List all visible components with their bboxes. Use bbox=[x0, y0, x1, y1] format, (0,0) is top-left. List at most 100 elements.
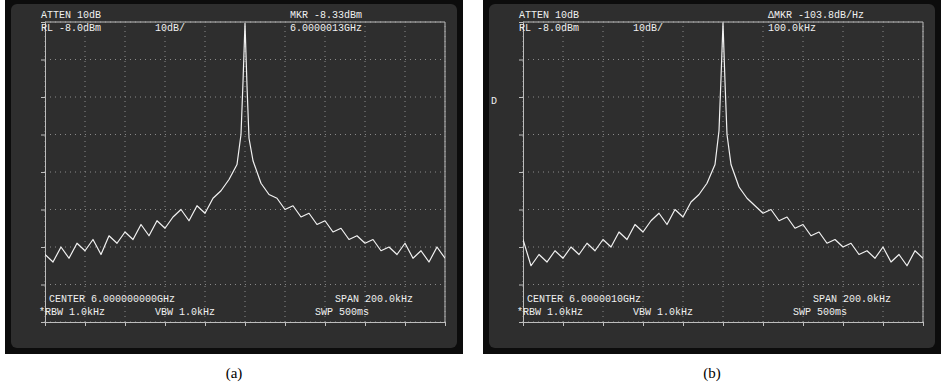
grid-line bbox=[523, 209, 923, 210]
y-axis bbox=[41, 23, 46, 323]
tick-mark bbox=[41, 97, 45, 98]
tick bbox=[365, 322, 366, 326]
tick bbox=[603, 322, 604, 326]
tick-mark bbox=[125, 322, 126, 326]
y-axis bbox=[519, 23, 524, 323]
panel: ATTEN 10dBRL -8.0dBm10dB/MKR -8.33dBm6.0… bbox=[5, 0, 463, 354]
tick-mark bbox=[519, 322, 523, 323]
screen-text: ATTEN 10dBRL -8.0dBm10dB/ΔMKR -103.8dB/H… bbox=[491, 10, 891, 318]
grid-line bbox=[523, 59, 923, 60]
screen bbox=[489, 4, 935, 348]
tick-mark bbox=[519, 97, 523, 98]
grid-line bbox=[45, 134, 445, 135]
tick-mark bbox=[883, 322, 884, 326]
tick bbox=[445, 322, 446, 326]
grid-line bbox=[45, 59, 445, 60]
tick bbox=[41, 322, 45, 323]
tick-mark bbox=[205, 322, 206, 326]
tick-mark bbox=[843, 322, 844, 326]
annotation: SWP 500ms bbox=[793, 307, 847, 318]
annotation: *RBW 1.0kHz bbox=[517, 307, 583, 318]
screen-text: ATTEN 10dBRL -8.0dBm10dB/MKR -8.33dBm6.0… bbox=[39, 10, 413, 318]
tick bbox=[41, 60, 45, 61]
axis-line bbox=[519, 23, 524, 323]
annotation: 100.0kHz bbox=[768, 23, 816, 34]
tick bbox=[519, 135, 523, 136]
tick bbox=[41, 285, 45, 286]
tick bbox=[643, 322, 644, 326]
tick-mark bbox=[325, 322, 326, 326]
grid-line bbox=[45, 209, 445, 210]
annotation: CENTER 6.0000010GHz bbox=[527, 294, 641, 305]
annotation: *RBW 1.0kHz bbox=[39, 307, 105, 318]
tick bbox=[285, 322, 286, 326]
plot-area bbox=[45, 23, 445, 262]
tick bbox=[563, 322, 564, 326]
tick bbox=[763, 322, 764, 326]
grid-line bbox=[45, 172, 445, 173]
tick-mark bbox=[405, 322, 406, 326]
tick-mark bbox=[245, 322, 246, 326]
tick-mark bbox=[603, 322, 604, 326]
tick bbox=[85, 322, 86, 326]
tick bbox=[519, 172, 523, 173]
tick bbox=[723, 322, 724, 326]
tick-mark bbox=[519, 60, 523, 61]
axis-line bbox=[41, 23, 46, 323]
tick-mark bbox=[445, 322, 446, 326]
trace bbox=[523, 23, 923, 266]
tick bbox=[205, 322, 206, 326]
tick bbox=[41, 210, 45, 211]
tick bbox=[923, 322, 924, 326]
tick-mark bbox=[41, 285, 45, 286]
tick bbox=[519, 322, 523, 323]
grid-line bbox=[45, 22, 445, 23]
annotation: SPAN 200.0kHz bbox=[335, 294, 413, 305]
annotation: ATTEN 10dB bbox=[519, 10, 579, 21]
tick-mark bbox=[519, 210, 523, 211]
tick-mark bbox=[763, 322, 764, 326]
tick-mark bbox=[165, 322, 166, 326]
annotation: VBW 1.0kHz bbox=[155, 307, 215, 318]
tick bbox=[843, 322, 844, 326]
tick bbox=[245, 322, 246, 326]
annotation: ATTEN 10dB bbox=[41, 10, 101, 21]
tick bbox=[519, 247, 523, 248]
photo-border bbox=[5, 0, 463, 354]
figure: ATTEN 10dBRL -8.0dBm10dB/MKR -8.33dBm6.0… bbox=[0, 0, 948, 386]
tick bbox=[325, 322, 326, 326]
annotation: 6.0000013GHz bbox=[290, 23, 362, 34]
tick bbox=[41, 172, 45, 173]
annotation: ΔMKR -103.8dB/Hz bbox=[768, 10, 864, 21]
grid-line bbox=[445, 22, 446, 322]
annotation: 10dB/ bbox=[633, 23, 663, 34]
tick-mark bbox=[923, 322, 924, 326]
plot-area bbox=[523, 23, 923, 266]
grid-line bbox=[923, 22, 924, 322]
annotation: 10dB/ bbox=[155, 23, 185, 34]
x-axis bbox=[524, 322, 924, 326]
photo-border bbox=[483, 0, 941, 354]
annotation: VBW 1.0kHz bbox=[633, 307, 693, 318]
grid bbox=[45, 22, 445, 322]
tick bbox=[519, 60, 523, 61]
tick-mark bbox=[519, 285, 523, 286]
tick-mark bbox=[41, 172, 45, 173]
grid-line bbox=[45, 97, 445, 98]
tick-mark bbox=[41, 60, 45, 61]
frame bbox=[45, 22, 445, 23]
tick-mark bbox=[803, 322, 804, 326]
tick-mark bbox=[723, 322, 724, 326]
tick-mark bbox=[683, 322, 684, 326]
screen bbox=[11, 4, 457, 348]
annotation: MKR -8.33dBm bbox=[290, 10, 362, 21]
grid-line bbox=[523, 284, 923, 285]
tick bbox=[405, 322, 406, 326]
trace bbox=[45, 23, 445, 262]
grid-line bbox=[523, 97, 923, 98]
tick-mark bbox=[41, 210, 45, 211]
axis-line bbox=[524, 323, 924, 327]
tick-mark bbox=[519, 135, 523, 136]
panel-label: (a) bbox=[226, 365, 243, 382]
tick bbox=[519, 97, 523, 98]
